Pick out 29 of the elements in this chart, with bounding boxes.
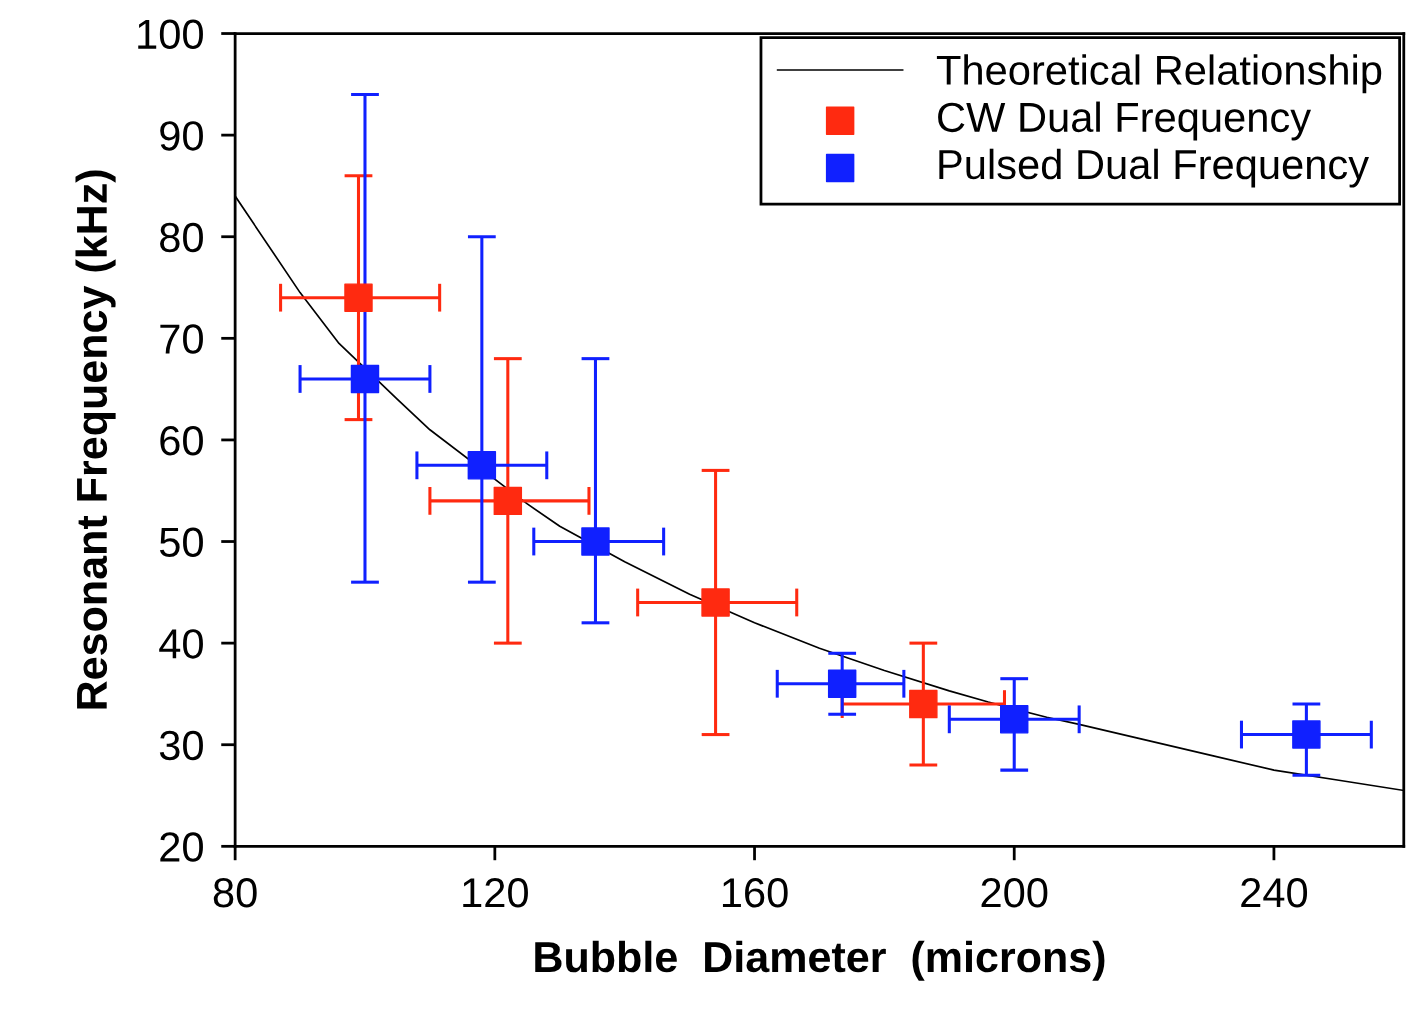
x-tick-label: 200 <box>981 877 1048 908</box>
point <box>909 689 938 719</box>
x-tick-label: 120 <box>463 877 528 908</box>
y-tick-label: 90 <box>160 121 203 151</box>
x-tick-label: 160 <box>722 877 788 908</box>
legend-label: Pulsed Dual Frequency <box>939 148 1369 188</box>
point <box>467 451 497 480</box>
legend-label: CW Dual Frequency <box>938 101 1312 141</box>
y-tick-label: 80 <box>160 222 203 253</box>
y-tick-label: 20 <box>160 832 203 862</box>
point <box>701 588 730 617</box>
y-tick-label: 60 <box>160 425 203 456</box>
x-axis-title: Bubble Diameter (microns) <box>535 940 1105 981</box>
y-axis-title: Resonant Frequency (kHz) <box>75 170 116 709</box>
y-tick-label: 70 <box>160 324 203 354</box>
point <box>1292 720 1321 749</box>
y-tick-label: 50 <box>159 527 203 558</box>
y-tick-label: 30 <box>159 730 203 761</box>
point <box>999 705 1029 734</box>
y-tick-label: 40 <box>159 629 203 659</box>
point <box>581 527 610 556</box>
x-tick-label: 80 <box>213 877 257 908</box>
point <box>493 486 523 516</box>
point <box>350 364 380 394</box>
point <box>344 283 373 312</box>
x-tick-label: 240 <box>1241 877 1308 908</box>
point <box>827 669 857 699</box>
y-tick-label: 100 <box>138 19 203 50</box>
legend-label: Theoretical Relationship <box>936 54 1382 94</box>
